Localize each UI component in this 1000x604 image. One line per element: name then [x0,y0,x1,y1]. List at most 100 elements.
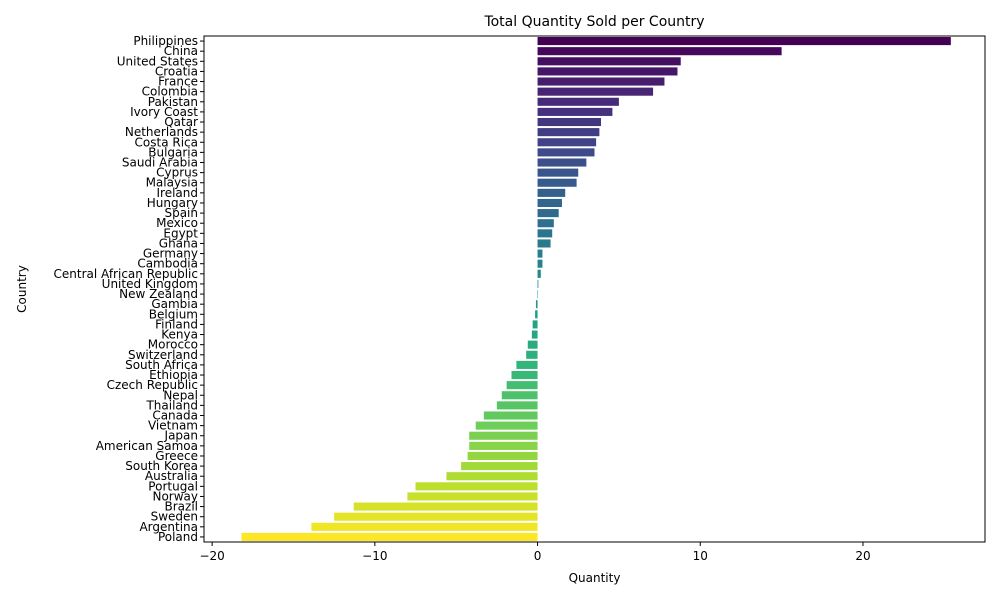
category-label: Greece [155,449,198,463]
category-label: China [164,44,198,58]
bar-spain [537,209,559,218]
category-label: United States [117,54,198,68]
x-tick-label: 10 [693,549,708,563]
bar-finland [532,320,538,329]
bar-malaysia [537,178,577,187]
bar-poland [241,532,538,541]
bar-netherlands [537,128,600,137]
category-label: Colombia [142,85,198,99]
bar-nepal [501,391,538,400]
bar-saudi-arabia [537,158,587,167]
category-label: Pakistan [148,95,198,109]
category-label: Costa Rica [135,135,198,149]
category-label: Malaysia [146,176,198,190]
bar-mexico [537,219,554,228]
category-label: New Zealand [119,287,198,301]
bar-vietnam [475,421,538,430]
chart-title: Total Quantity Sold per Country [483,14,704,30]
bar-argentina [311,522,538,531]
category-label: Ivory Coast [130,105,198,119]
category-label: Ireland [156,186,198,200]
bar-portugal [415,482,538,491]
category-label: Switzerland [128,348,198,362]
bar-germany [537,249,543,258]
category-label: Brazil [165,500,199,514]
bar-costa-rica [537,138,597,147]
x-tick-label: 0 [534,549,542,563]
category-label: Central African Republic [54,267,198,281]
bar-greece [467,451,538,461]
category-label: Ethiopia [149,368,198,382]
category-label: Bulgaria [148,145,198,159]
bar-australia [446,472,538,481]
category-label: Netherlands [125,125,198,139]
category-label: Canada [152,409,198,423]
category-label: American Samoa [96,439,198,453]
category-label: Vietnam [148,419,198,433]
x-tick-label: −20 [199,549,224,563]
category-label: Mexico [156,216,198,230]
category-label: Philippines [133,34,198,48]
bar-american-samoa [469,441,538,450]
category-label: Cyprus [156,166,198,180]
category-label: Thailand [145,398,198,412]
bar-central-african-republic [537,269,541,278]
bar-hungary [537,198,562,208]
x-tick-label: 20 [855,549,870,563]
category-label: Egypt [163,226,198,240]
category-label: United Kingdom [102,277,198,291]
bar-norway [407,492,538,501]
bar-czech-republic [506,381,538,390]
bar-south-korea [461,462,538,471]
category-label: Morocco [148,338,198,352]
bar-philippines [537,37,951,46]
bar-colombia [537,87,654,96]
bar-united-states [537,57,681,66]
bars-group [241,37,951,541]
category-label: South Africa [125,358,198,372]
bar-new-zealand [537,290,539,299]
bar-cyprus [537,168,579,177]
bar-gambia [535,300,538,309]
category-label: Norway [152,489,198,503]
bar-canada [483,411,538,420]
x-tick-label: −10 [362,549,387,563]
category-label: Poland [158,530,198,544]
bar-china [537,47,782,56]
category-label: Japan [164,429,198,443]
bar-ireland [537,188,566,197]
category-label: Qatar [164,115,198,129]
category-label: Ghana [159,236,198,250]
category-label: South Korea [125,459,198,473]
bar-france [537,77,665,86]
bar-ethiopia [511,370,538,380]
bar-brazil [353,502,538,511]
bar-switzerland [526,350,538,359]
category-label: Saudi Arabia [122,156,198,170]
category-label: France [158,75,198,89]
bar-thailand [496,401,538,410]
bar-ghana [537,239,551,248]
plot-frame [203,35,986,543]
category-label: Kenya [161,328,198,342]
bar-united-kingdom [537,279,539,288]
bar-morocco [527,340,538,349]
bar-kenya [531,330,538,339]
category-label: Finland [155,317,198,331]
x-axis-title: Quantity [569,571,621,585]
category-label: Czech Republic [107,378,198,392]
bar-south-africa [516,360,538,369]
category-label: Croatia [155,64,198,78]
bar-egypt [537,229,553,238]
category-label: Spain [164,206,198,220]
category-label: Australia [145,469,198,483]
bar-belgium [535,310,538,319]
y-axis-title: Country [15,265,29,313]
bar-bulgaria [537,148,595,157]
category-label: Belgium [149,307,198,321]
category-label: Argentina [139,520,198,534]
category-label: Hungary [147,196,198,210]
bar-qatar [537,117,602,127]
